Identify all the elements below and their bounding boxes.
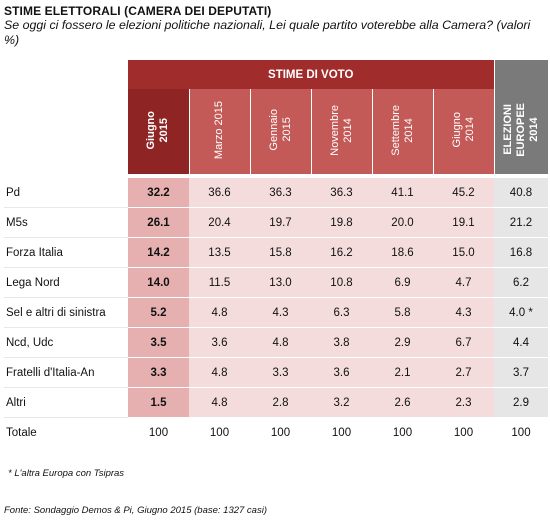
table-cell: 36.3 (311, 178, 372, 208)
table-cell: 5.8 (372, 297, 433, 328)
table-cell: 6.7 (433, 327, 494, 358)
table-row: M5s 26.1 20.4 19.7 19.8 20.0 19.1 21.2 (4, 207, 548, 238)
table-cell: 32.2 (128, 178, 189, 208)
table-cell: 3.6 (311, 357, 372, 388)
table-cell: 100 (433, 417, 494, 447)
table-cell: 41.1 (372, 178, 433, 208)
table-cell: 2.3 (433, 387, 494, 418)
table-cell: 15.0 (433, 237, 494, 268)
europee-top-cell (494, 60, 548, 89)
table-cell: 6.3 (311, 297, 372, 328)
table-cell: 4.3 (433, 297, 494, 328)
table-cell: 4.8 (189, 357, 250, 388)
table-body: Pd 32.2 36.6 36.3 36.3 41.1 45.2 40.8 M5s 26.1 20.… (4, 178, 548, 447)
table-cell: 2.9 (494, 387, 548, 418)
table-cell: 2.6 (372, 387, 433, 418)
row-label: Totale (4, 417, 128, 447)
table-cell: 2.8 (250, 387, 311, 418)
source-note: Fonte: Sondaggio Demos & Pi, Giugno 2015… (4, 505, 267, 516)
table-cell: 20.0 (372, 207, 433, 238)
table-cell: 40.8 (494, 178, 548, 208)
row-label: Altri (4, 387, 128, 418)
row-label: Sel e altri di sinistra (4, 297, 128, 328)
table-cell: 1.5 (128, 387, 189, 418)
banner-stime-di-voto: STIME DI VOTO (128, 60, 495, 89)
table-cell: 3.2 (311, 387, 372, 418)
table-cell: 5.2 (128, 297, 189, 328)
table-row: Forza Italia 14.2 13.5 15.8 16.2 18.6 15.0 16.8 (4, 237, 548, 268)
table-cell: 19.7 (250, 207, 311, 238)
table-cell: 14.0 (128, 267, 189, 298)
table-row: Sel e altri di sinistra 5.2 4.8 4.3 6.3 5.8 4.… (4, 297, 548, 328)
table-cell: 20.4 (189, 207, 250, 238)
table-cell: 4.0 * (494, 297, 548, 328)
table-cell: 19.8 (311, 207, 372, 238)
table-cell: 21.2 (494, 207, 548, 238)
table-cell: 100 (189, 417, 250, 447)
table-cell: 100 (494, 417, 548, 447)
table-cell: 2.9 (372, 327, 433, 358)
table-cell: 16.2 (311, 237, 372, 268)
table-cell: 4.7 (433, 267, 494, 298)
table-cell: 3.7 (494, 357, 548, 388)
table-cell: 15.8 (250, 237, 311, 268)
table-cell: 36.6 (189, 178, 250, 208)
page-subtitle: Se oggi ci fossero le elezioni politiche… (4, 18, 531, 47)
table-cell: 4.8 (250, 327, 311, 358)
table-cell: 2.1 (372, 357, 433, 388)
table-row: Ncd, Udc 3.5 3.6 4.8 3.8 2.9 6.7 4.4 (4, 327, 548, 358)
col-header-settembre-2014: Settembre 2014 (372, 89, 434, 174)
row-label: Forza Italia (4, 237, 128, 268)
row-label: Ncd, Udc (4, 327, 128, 358)
table-corner (4, 60, 128, 89)
table-row: Fratelli d'Italia-An 3.3 4.8 3.3 3.6 2.1 2.7 3.… (4, 357, 548, 388)
row-label: M5s (4, 207, 128, 238)
table-cell: 3.3 (250, 357, 311, 388)
table-cell: 10.8 (311, 267, 372, 298)
table-cell: 3.3 (128, 357, 189, 388)
total-row: Totale 100 100 100 100 100 100 100 (4, 417, 548, 447)
table-cell: 45.2 (433, 178, 494, 208)
table-cell: 13.0 (250, 267, 311, 298)
col-header-giugno-2014: Giugno 2014 (433, 89, 495, 174)
table-cell: 18.6 (372, 237, 433, 268)
table-cell: 4.8 (189, 297, 250, 328)
table-cell: 100 (372, 417, 433, 447)
table-cell: 6.9 (372, 267, 433, 298)
table-cell: 4.8 (189, 387, 250, 418)
table-row: Altri 1.5 4.8 2.8 3.2 2.6 2.3 2.9 (4, 387, 548, 418)
table-row: Lega Nord 14.0 11.5 13.0 10.8 6.9 4.7 6.2 (4, 267, 548, 298)
table-cell: 100 (250, 417, 311, 447)
table-cell: 4.3 (250, 297, 311, 328)
col-header-gennaio-2015: Gennaio 2015 (250, 89, 312, 174)
table-cell: 100 (311, 417, 372, 447)
table-cell: 3.6 (189, 327, 250, 358)
row-label: Lega Nord (4, 267, 128, 298)
results-table: STIME DI VOTO Giugno 2015 Marzo 2015 Gen… (4, 60, 549, 447)
table-cell: 36.3 (250, 178, 311, 208)
table-cell: 3.5 (128, 327, 189, 358)
table-cell: 6.2 (494, 267, 548, 298)
col-header-europee-2014: ELEZIONI EUROPEE 2014 (494, 89, 549, 174)
page-title: STIME ELETTORALI (CAMERA DEI DEPUTATI) (4, 4, 272, 18)
table-cell: 3.8 (311, 327, 372, 358)
table-cell: 16.8 (494, 237, 548, 268)
table-row: Pd 32.2 36.6 36.3 36.3 41.1 45.2 40.8 (4, 178, 548, 208)
col-header-giugno-2015: Giugno 2015 (128, 89, 190, 174)
col-header-marzo-2015: Marzo 2015 (189, 89, 251, 174)
table-cell: 14.2 (128, 237, 189, 268)
col-header-novembre-2014: Novembre 2014 (311, 89, 373, 174)
table-cell: 4.4 (494, 327, 548, 358)
table-cell: 2.7 (433, 357, 494, 388)
table-cell: 13.5 (189, 237, 250, 268)
table-cell: 19.1 (433, 207, 494, 238)
row-label: Fratelli d'Italia-An (4, 357, 128, 388)
footnote: * L'altra Europa con Tsipras (8, 468, 125, 479)
row-label: Pd (4, 178, 128, 208)
table-cell: 11.5 (189, 267, 250, 298)
table-cell: 100 (128, 417, 189, 447)
table-cell: 26.1 (128, 207, 189, 238)
